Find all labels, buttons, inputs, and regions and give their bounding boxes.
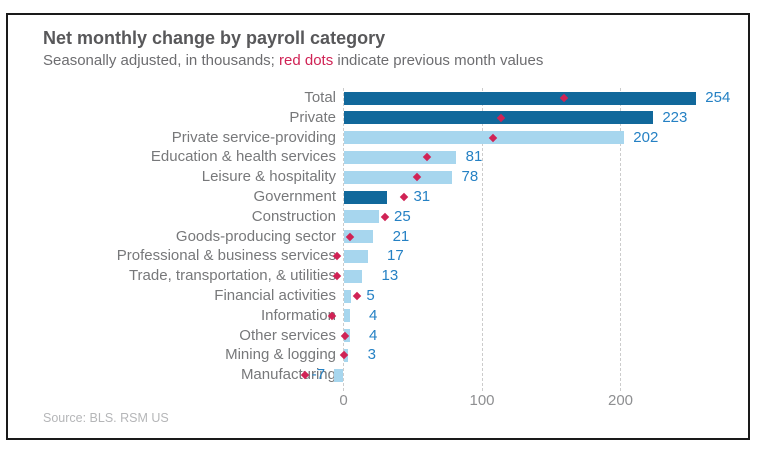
gridline [620, 88, 621, 391]
value-label: 13 [381, 267, 399, 285]
value-label: -7 [311, 366, 326, 384]
x-axis-tick-label: 0 [339, 392, 348, 409]
value-label: 3 [367, 346, 376, 364]
subtitle-text-suffix: indicate previous month values [333, 52, 544, 69]
category-label: Construction [251, 207, 336, 225]
value-label: 5 [366, 287, 375, 304]
category-label: Information [260, 306, 336, 324]
source-note: Source: BLS. RSM US [43, 411, 169, 425]
category-label: Total [304, 89, 336, 106]
chart-title: Net monthly change by payroll category [43, 28, 386, 48]
bar [344, 269, 362, 283]
gridline [343, 88, 344, 391]
bar [344, 210, 379, 224]
prev-month-dot [353, 291, 362, 301]
prev-month-dot [400, 192, 409, 202]
value-label: 25 [394, 207, 411, 225]
value-label: 254 [705, 89, 731, 106]
subtitle-text-prefix: Seasonally adjusted, in thousands; [43, 52, 279, 69]
x-axis-tick-label: 100 [469, 392, 495, 409]
category-label: Leisure & hospitality [201, 168, 336, 186]
value-label: 78 [461, 168, 479, 186]
value-label: 223 [662, 108, 688, 126]
category-label: Private service-providing [171, 128, 336, 146]
category-label: Financial activities [214, 287, 336, 304]
x-axis-tick-label: 200 [607, 392, 634, 409]
bar [344, 289, 351, 303]
bar [344, 91, 696, 105]
gridline [481, 88, 483, 391]
category-label: Manufacturing [240, 366, 336, 384]
category-label: Other services [239, 326, 336, 344]
bar [344, 150, 457, 164]
category-label: Education & health services [150, 148, 336, 166]
value-label: 202 [633, 128, 659, 146]
value-label: 17 [387, 247, 404, 265]
category-label: Goods-producing sector [175, 227, 336, 245]
chart-subtitle: Seasonally adjusted, in thousands; red d… [43, 52, 543, 69]
category-label: Mining & logging [225, 346, 336, 364]
value-label: 81 [465, 148, 483, 166]
value-label: 21 [392, 227, 410, 245]
category-label: Trade, transportation, & utilities [128, 267, 336, 285]
bar [344, 309, 350, 323]
chart-frame [6, 13, 750, 440]
category-label: Private [289, 108, 336, 126]
value-label: 31 [413, 188, 431, 205]
prev-month-dot [380, 212, 390, 222]
red-dots-highlight: red dots [279, 52, 334, 69]
bar [344, 249, 368, 263]
value-label: 4 [369, 306, 378, 324]
category-label: Government [253, 188, 336, 205]
bar [344, 170, 453, 184]
bar [344, 131, 624, 145]
bar [344, 190, 387, 204]
value-label: 4 [369, 326, 378, 344]
category-label: Professional & business services [116, 247, 336, 265]
bar [333, 368, 344, 382]
